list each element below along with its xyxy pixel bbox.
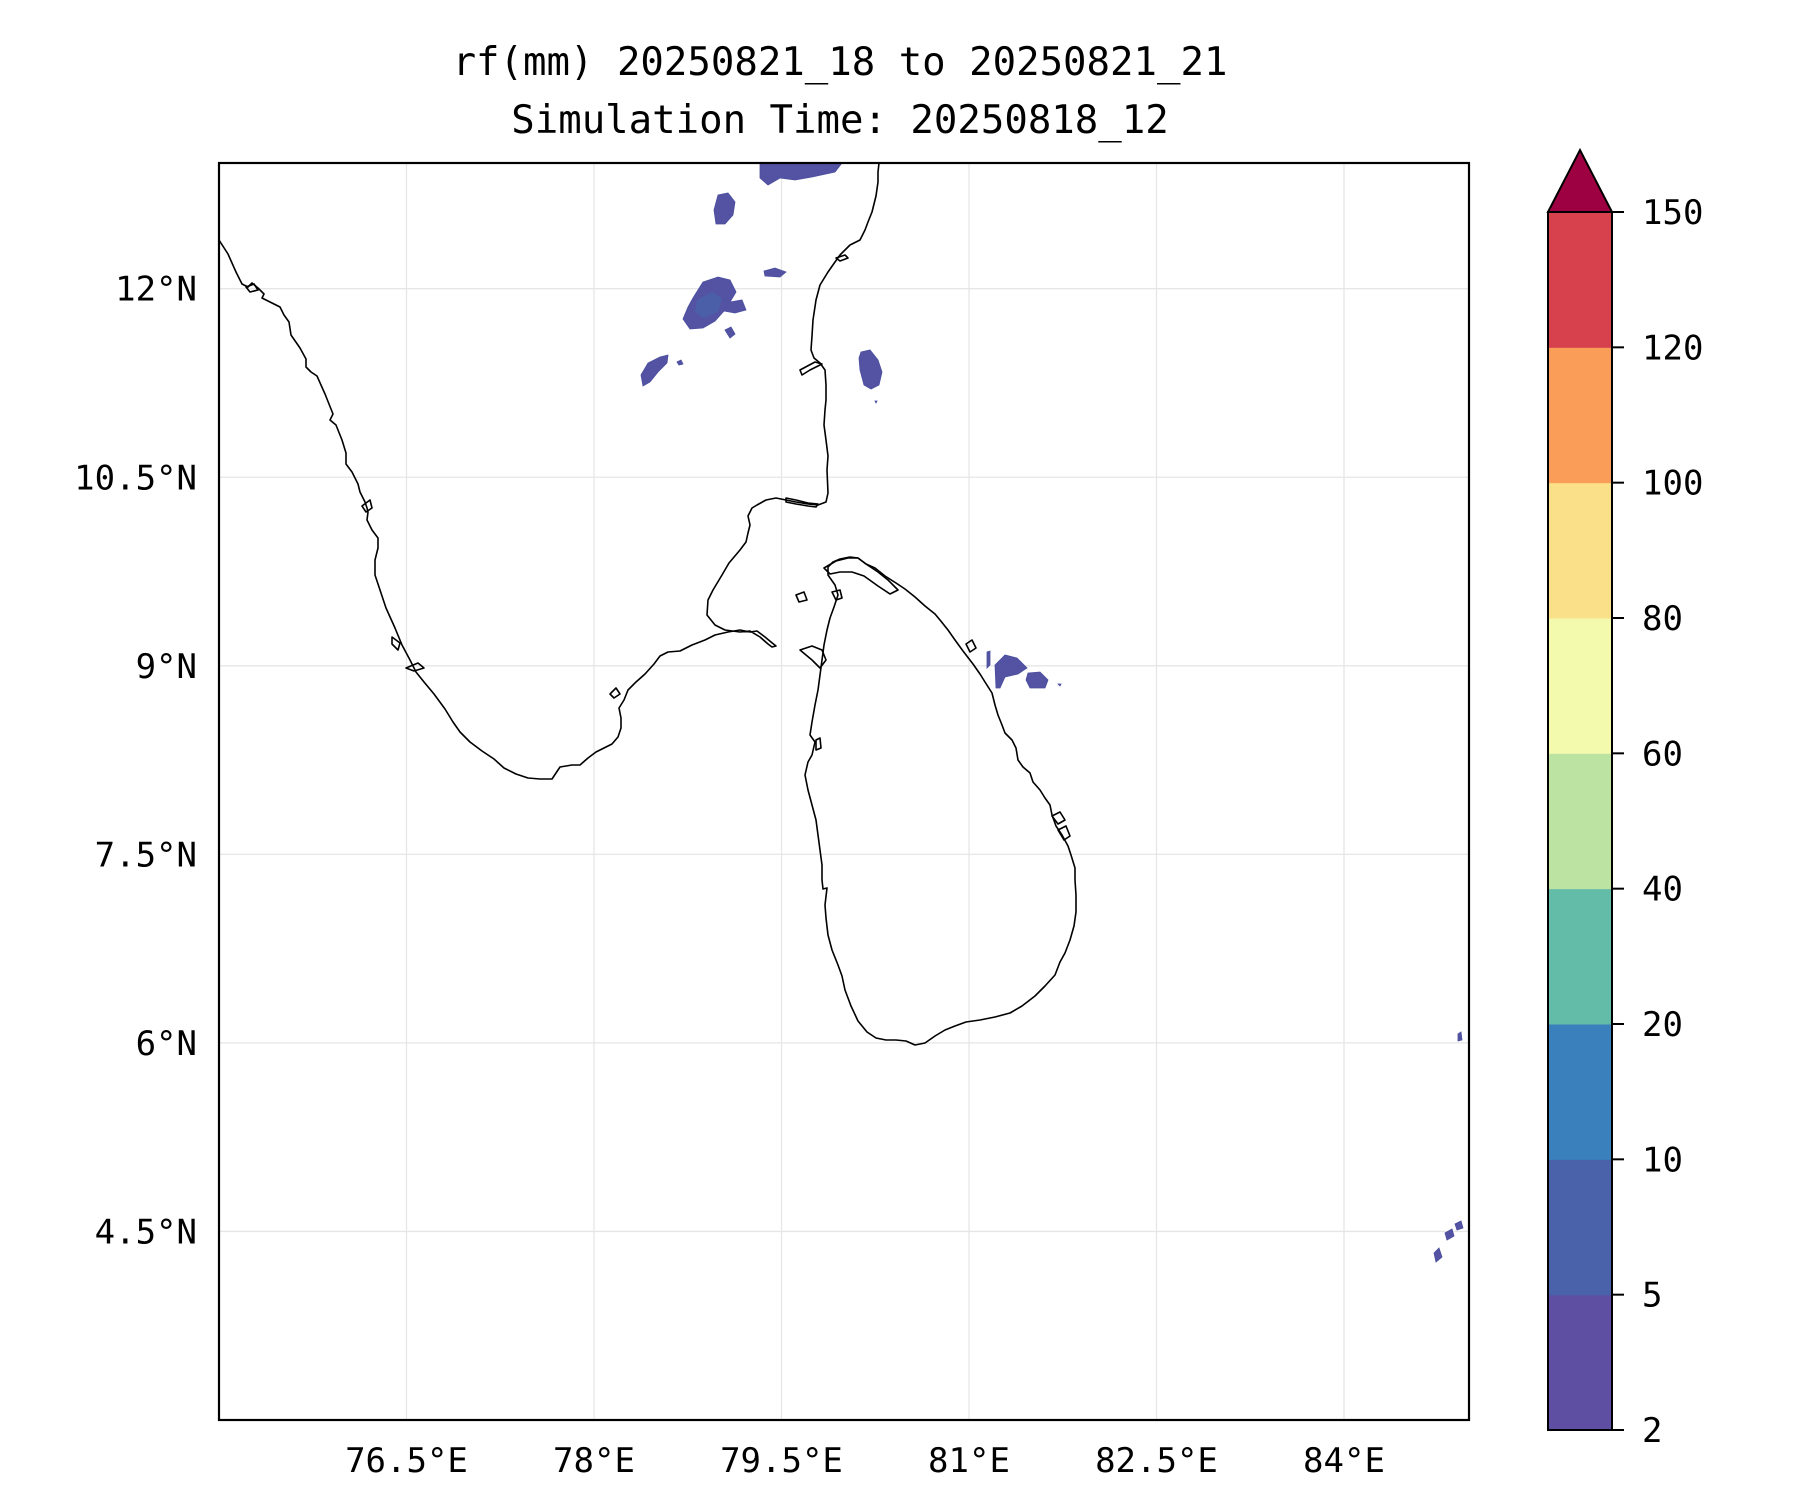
latitude-label: 12°N: [115, 270, 197, 310]
colorbar-segment: [1548, 1024, 1612, 1160]
longitude-label: 79.5°E: [720, 1441, 843, 1481]
rain-patch: [1457, 1031, 1463, 1042]
latitude-label: 4.5°N: [95, 1212, 197, 1252]
rain-patch: [1444, 1228, 1455, 1241]
colorbar-tick-label: 2: [1642, 1411, 1662, 1451]
coastline-island: [799, 361, 823, 376]
colorbar-segment: [1548, 482, 1612, 619]
rain-patch: [676, 359, 684, 366]
coastline-island: [391, 636, 401, 651]
map-background: [219, 163, 1469, 1420]
map-frame: [217, 161, 1471, 1422]
title-line-2: Simulation Time: 20250818_12: [511, 98, 1168, 143]
map-panel: 76.5°E 78°E 79.5°E 81°E 82.5°E 84°E 12°N 10.5°…: [74, 161, 1471, 1481]
rain-patch: [695, 292, 722, 318]
colorbar-tick-label: 80: [1642, 599, 1683, 639]
colorbar-tick-label: 20: [1642, 1005, 1683, 1045]
coastline-island: [1051, 811, 1066, 825]
coastline-island: [245, 283, 259, 293]
colorbar-tick-label: 150: [1642, 193, 1703, 233]
latitude-label: 6°N: [136, 1024, 197, 1064]
coastline-island: [835, 254, 849, 262]
colorbar-extend-triangle: [1546, 147, 1614, 213]
rain-patch: [1433, 1247, 1443, 1263]
colorbar-tick-label: 120: [1642, 328, 1703, 368]
rain-patch: [1057, 683, 1062, 687]
coastline-island: [361, 499, 373, 513]
rain-patch: [759, 163, 843, 186]
colorbar-segment: [1548, 212, 1612, 348]
coastline-sri-lanka: [804, 556, 1077, 1046]
rain-patch: [724, 326, 736, 339]
colorbar-tick-label: 5: [1642, 1276, 1662, 1316]
rainfall-patches: [640, 163, 1464, 1263]
colorbar-tick-label: 100: [1642, 464, 1703, 504]
title-line-1: rf(mm) 20250821_18 to 20250821_21: [453, 40, 1228, 85]
rain-patch: [1454, 1220, 1464, 1231]
coastline-island: [799, 645, 827, 669]
coastline-island: [609, 687, 621, 699]
colorbar-segment: [1548, 618, 1612, 754]
colorbar-segment: [1548, 1294, 1612, 1431]
coastline-island: [795, 591, 808, 603]
latitude-label: 10.5°N: [74, 458, 197, 498]
longitude-label: 82.5°E: [1095, 1441, 1218, 1481]
rain-patch: [858, 349, 883, 390]
rain-patch: [640, 354, 669, 387]
latitude-labels: 12°N 10.5°N 9°N 7.5°N 6°N 4.5°N: [74, 270, 197, 1253]
rain-patch: [763, 267, 787, 278]
coastline-island: [965, 639, 977, 653]
rain-patch: [1025, 671, 1049, 689]
rain-patch: [713, 192, 736, 225]
rain-patch: [986, 650, 991, 669]
colorbar-segment: [1548, 1159, 1612, 1296]
latitude-label: 9°N: [136, 647, 197, 687]
gridlines: [219, 163, 1469, 1420]
longitude-label: 84°E: [1303, 1441, 1385, 1481]
latitude-label: 7.5°N: [95, 835, 197, 875]
colorbar-tick-label: 60: [1642, 734, 1683, 774]
coastline-island: [1057, 825, 1071, 841]
colorbar-ticks: 2 5 10 20 40 60 80 100 120 150: [1612, 193, 1703, 1451]
longitude-labels: 76.5°E 78°E 79.5°E 81°E 82.5°E 84°E: [345, 1441, 1385, 1481]
longitude-label: 76.5°E: [345, 1441, 468, 1481]
longitude-label: 81°E: [928, 1441, 1010, 1481]
rain-patch: [994, 654, 1028, 689]
colorbar-segment: [1548, 347, 1612, 484]
coastline-jaffna: [823, 557, 899, 595]
colorbar-tick-label: 40: [1642, 870, 1683, 910]
rain-patch: [874, 400, 878, 404]
coastline-island: [831, 589, 843, 601]
coastlines: [219, 163, 1077, 1046]
coastline-island: [785, 497, 819, 508]
coastline-island: [815, 737, 822, 751]
longitude-label: 78°E: [553, 1441, 635, 1481]
colorbar-segments: [1548, 212, 1612, 1431]
colorbar-segment: [1548, 753, 1612, 890]
colorbar-tick-label: 10: [1642, 1140, 1683, 1180]
coastline-island: [405, 662, 425, 672]
colorbar-frame: [1547, 211, 1613, 1431]
colorbar: 2 5 10 20 40 60 80 100 120 150: [1546, 147, 1703, 1451]
colorbar-segment: [1548, 888, 1612, 1025]
coastline-india-west: [219, 163, 880, 780]
